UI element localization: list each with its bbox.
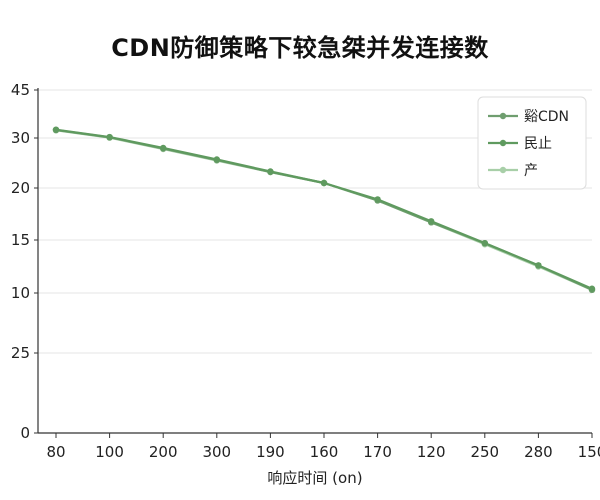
y-tick-label-0: 45 [11,81,30,99]
y-tick-label-3: 15 [11,231,30,249]
x-axis-ticks: 80 100 200 300 190 160 170 120 250 280 150 [46,433,600,461]
x-tick-label-4: 190 [256,443,285,461]
series-1-point-8 [481,239,488,247]
x-tick-label-1: 100 [95,443,124,461]
legend-marker-2 [499,166,507,174]
legend-marker-1 [499,139,507,147]
grid-lines [38,89,592,354]
x-axis-label: 响应时间 (on) [267,469,362,487]
y-tick-label-2: 20 [11,179,30,197]
y-tick-label-5: 25 [11,344,30,362]
series-1-point-6 [374,196,381,203]
x-tick-label-7: 120 [417,443,446,461]
legend-box [477,96,587,190]
x-tick-label-6: 170 [363,443,392,461]
series-1-point-3 [213,156,220,163]
y-tick-label-6: 0 [20,424,30,442]
axes [37,88,592,434]
x-tick-label-3: 300 [202,443,231,461]
series-1-point-10 [588,285,596,292]
legend: 谿CDN 民止产 [477,96,587,190]
legend-label-2: 产 [524,163,538,179]
series-1-point-5 [320,179,328,187]
chart-title: CDN防御策略下较急桀并发连接数 [111,34,489,62]
x-tick-label-0: 80 [46,443,65,461]
x-tick-label-8: 250 [470,443,499,461]
series-1-point-7 [428,218,435,225]
x-tick-label-9: 280 [524,443,553,461]
y-axis-ticks: 45 30 20 15 10 25 0 [11,81,38,442]
series-1-point-9 [535,262,542,269]
legend-label-1: 民止 [524,136,552,152]
x-tick-label-2: 200 [149,443,178,461]
series-1-point-2 [160,144,167,152]
x-tick-label-5: 160 [310,443,339,461]
legend-marker-0 [499,112,507,120]
y-tick-label-4: 10 [11,284,30,302]
series-layer [52,126,596,294]
series-1-point-1 [106,133,113,141]
y-tick-label-1: 30 [11,129,30,147]
series-1-point-4 [267,168,274,175]
x-tick-label-10: 150 [578,443,600,461]
series-1-point-0 [52,126,60,133]
legend-label-0: 谿CDN [524,109,569,125]
